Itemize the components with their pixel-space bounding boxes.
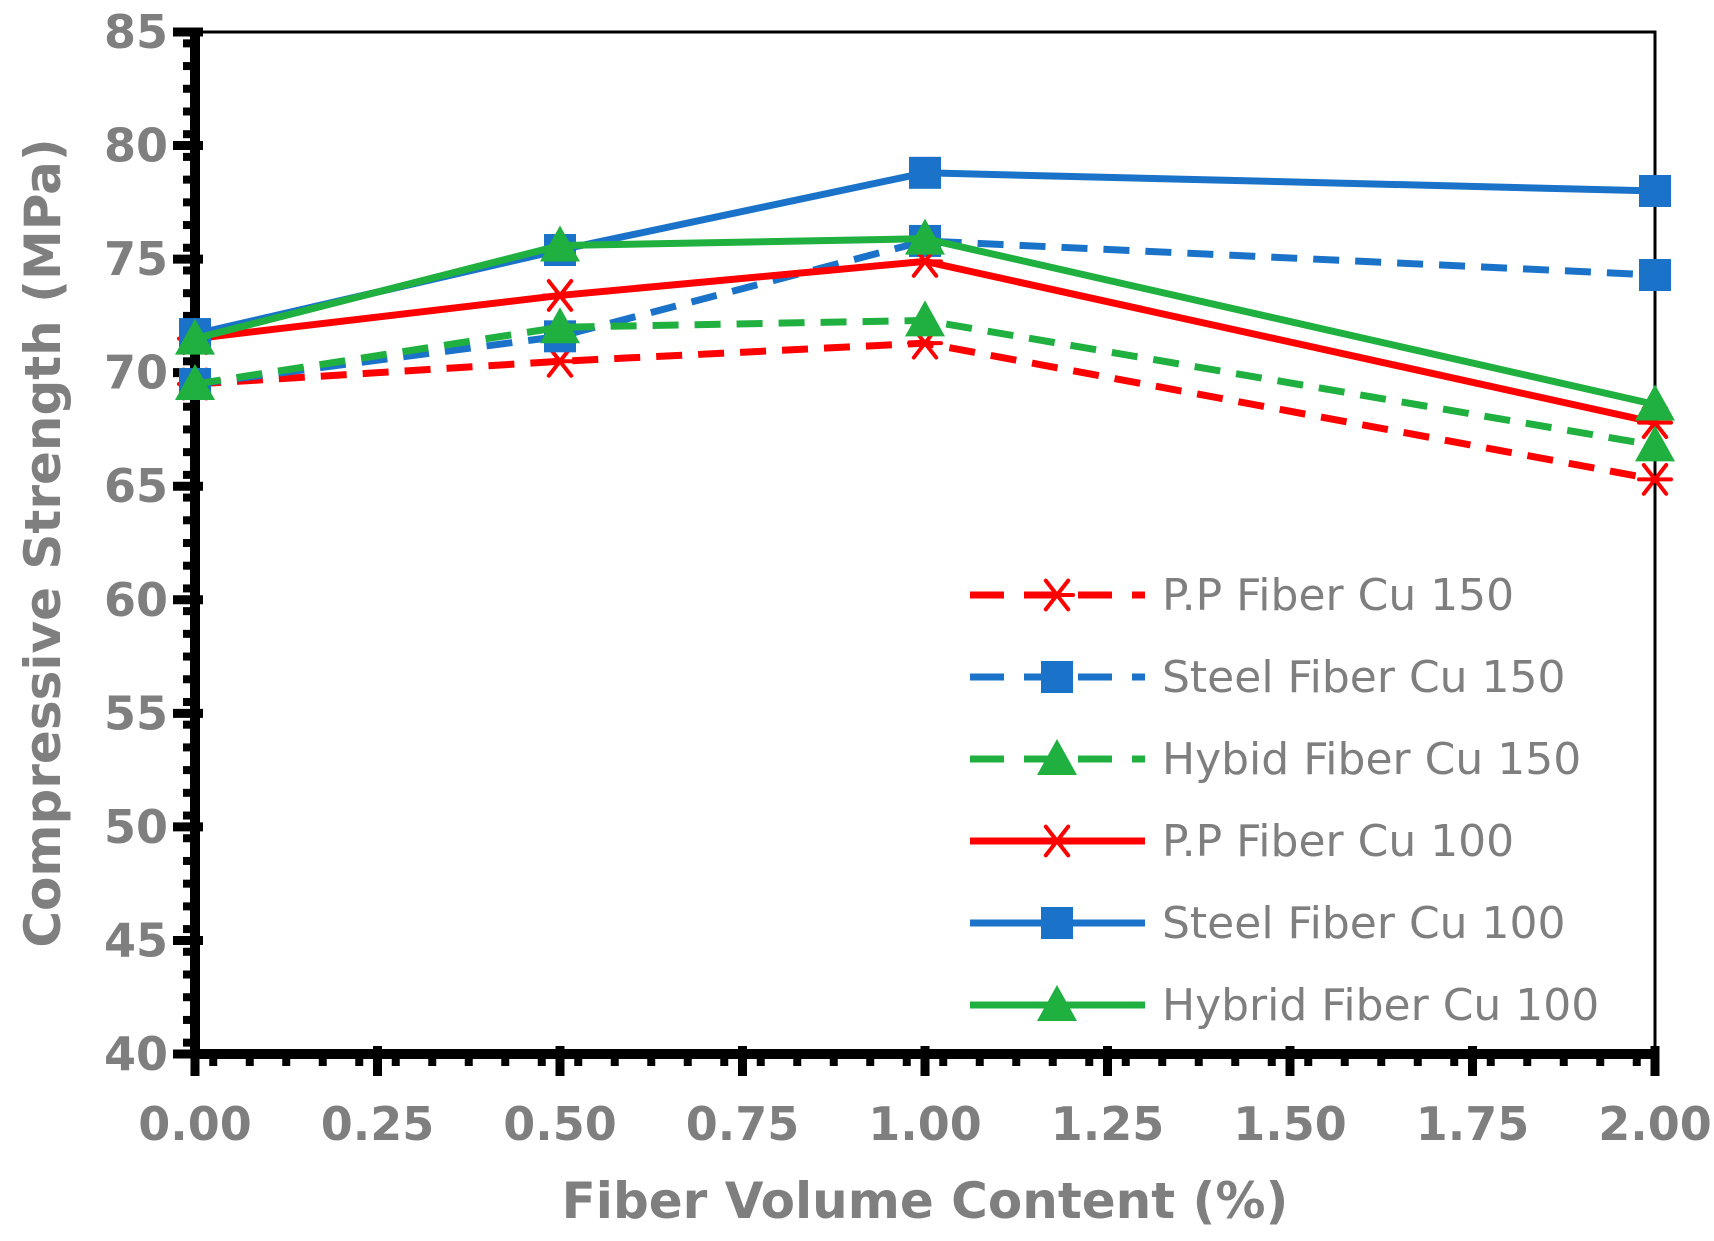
legend-entry: P.P Fiber Cu 150 xyxy=(970,570,1514,621)
legend-label: P.P Fiber Cu 100 xyxy=(1162,816,1514,867)
legend-marker xyxy=(1037,739,1077,775)
legend-marker xyxy=(1039,578,1075,612)
data-point xyxy=(175,364,215,401)
y-tick-label: 75 xyxy=(104,232,168,286)
y-tick-label: 70 xyxy=(104,346,168,400)
series-line xyxy=(194,237,1656,388)
x-tick-label: 0.50 xyxy=(503,1097,617,1151)
data-point xyxy=(905,218,945,255)
legend-marker xyxy=(1041,661,1073,693)
legend-entry: Steel Fiber Cu 150 xyxy=(970,652,1566,703)
legend-label: P.P Fiber Cu 150 xyxy=(1162,570,1514,621)
data-point xyxy=(540,225,580,262)
series-line xyxy=(194,339,1656,483)
series-lines xyxy=(175,156,1675,496)
data-point xyxy=(1635,384,1675,421)
legend-entry: Hybid Fiber Cu 150 xyxy=(970,734,1581,785)
x-axis-title: Fiber Volume Content (%) xyxy=(562,1172,1289,1230)
legend-label: Hybid Fiber Cu 150 xyxy=(1162,734,1581,785)
y-tick-label: 80 xyxy=(104,119,168,173)
data-point xyxy=(909,156,941,189)
y-axis-title: Compressive Strength (MPa) xyxy=(14,138,72,947)
legend-marker xyxy=(1039,824,1075,858)
data-point xyxy=(540,307,580,344)
y-tick-label: 60 xyxy=(104,573,168,627)
x-tick-label: 2.00 xyxy=(1598,1097,1712,1151)
legend: P.P Fiber Cu 150 Steel Fiber Cu 150 Hybid … xyxy=(970,570,1599,1031)
y-tick-label: 40 xyxy=(104,1027,168,1081)
y-tick-label: 55 xyxy=(104,686,168,740)
data-point xyxy=(1639,259,1671,292)
legend-marker xyxy=(1037,985,1077,1021)
data-point xyxy=(1639,174,1671,207)
x-tick-label: 0.75 xyxy=(686,1097,800,1151)
x-tick-label: 1.25 xyxy=(1051,1097,1165,1151)
x-tick-label: 1.75 xyxy=(1416,1097,1530,1151)
legend-entry: P.P Fiber Cu 100 xyxy=(970,816,1514,867)
x-tick-label: 0.00 xyxy=(138,1097,252,1151)
series-line xyxy=(194,235,1656,408)
series-6 xyxy=(175,218,1675,421)
x-tick-label: 1.50 xyxy=(1233,1097,1347,1151)
x-tick-label: 0.25 xyxy=(321,1097,435,1151)
legend-label: Steel Fiber Cu 150 xyxy=(1162,652,1566,703)
data-point xyxy=(175,318,215,355)
y-tick-label: 50 xyxy=(104,800,168,854)
data-point xyxy=(542,279,578,312)
y-tick-label: 65 xyxy=(104,459,168,513)
series-line xyxy=(194,257,1656,427)
data-point xyxy=(905,300,945,337)
x-tick-label: 1.00 xyxy=(868,1097,982,1151)
x-axis-tick-labels: 0.00 0.25 0.50 0.75 1.00 1.25 1.50 1.75 2.00 xyxy=(138,1097,1712,1151)
y-tick-label: 45 xyxy=(104,913,168,967)
legend-marker xyxy=(1041,907,1073,939)
y-tick-label: 85 xyxy=(104,5,168,59)
data-point xyxy=(1635,425,1675,462)
series-3 xyxy=(175,300,1675,462)
legend-entry: Steel Fiber Cu 100 xyxy=(970,898,1566,949)
legend-label: Hybrid Fiber Cu 100 xyxy=(1162,980,1599,1031)
y-axis-tick-labels: 40 45 50 55 60 65 70 75 80 85 xyxy=(104,5,168,1081)
series-line xyxy=(194,316,1656,449)
legend-entry: Hybrid Fiber Cu 100 xyxy=(970,980,1599,1031)
data-point xyxy=(1637,463,1673,496)
legend-label: Steel Fiber Cu 100 xyxy=(1162,898,1566,949)
